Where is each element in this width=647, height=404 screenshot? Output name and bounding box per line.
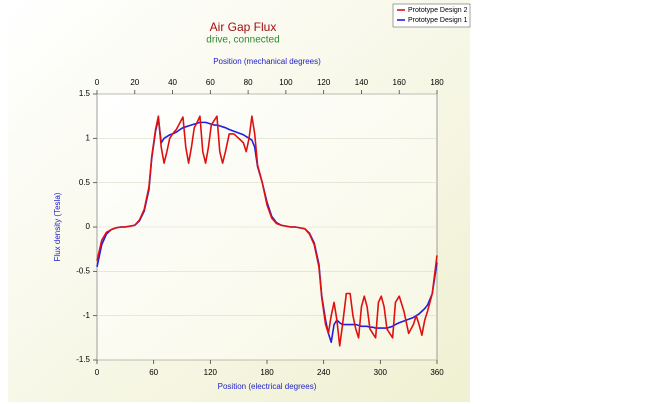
legend <box>392 3 471 28</box>
x2-tick-label: 160 <box>393 78 407 87</box>
y-axis-title: Flux density (Tesla) <box>53 192 62 261</box>
x2-axis-title: Position (mechanical degrees) <box>213 57 321 66</box>
x-tick-label: 0 <box>95 368 100 377</box>
y-tick-label: 0.5 <box>79 178 91 187</box>
y-tick-label: -0.5 <box>76 266 90 275</box>
x2-tick-label: 180 <box>430 78 444 87</box>
legend-label: Prototype Design 2 <box>408 7 468 14</box>
x-tick-label: 120 <box>204 368 218 377</box>
x2-tick-label: 0 <box>95 78 100 87</box>
y-tick-label: 1 <box>86 133 91 142</box>
x-tick-label: 60 <box>149 368 158 377</box>
y-tick-label: -1 <box>83 311 91 320</box>
series-line <box>96 115 438 347</box>
x-tick-label: 360 <box>430 368 444 377</box>
chart-title: Air Gap Flux <box>210 20 277 34</box>
x2-tick-label: 80 <box>244 78 253 87</box>
x2-tick-label: 20 <box>130 78 139 87</box>
x2-tick-label: 120 <box>317 78 331 87</box>
x2-tick-label: 40 <box>168 78 177 87</box>
y-tick-label: 0 <box>86 222 91 231</box>
x-tick-label: 300 <box>374 368 388 377</box>
x2-tick-label: 60 <box>206 78 215 87</box>
x2-tick-label: 140 <box>355 78 369 87</box>
y-tick-label: 1.5 <box>79 89 91 98</box>
y-tick-label: -1.5 <box>76 355 90 364</box>
x-tick-label: 240 <box>317 368 331 377</box>
x-axis-title: Position (electrical degrees) <box>218 382 317 391</box>
x2-tick-label: 100 <box>279 78 293 87</box>
x-tick-label: 180 <box>260 368 274 377</box>
legend-label: Prototype Design 1 <box>408 17 468 24</box>
chart-subtitle: drive, connected <box>206 35 279 46</box>
